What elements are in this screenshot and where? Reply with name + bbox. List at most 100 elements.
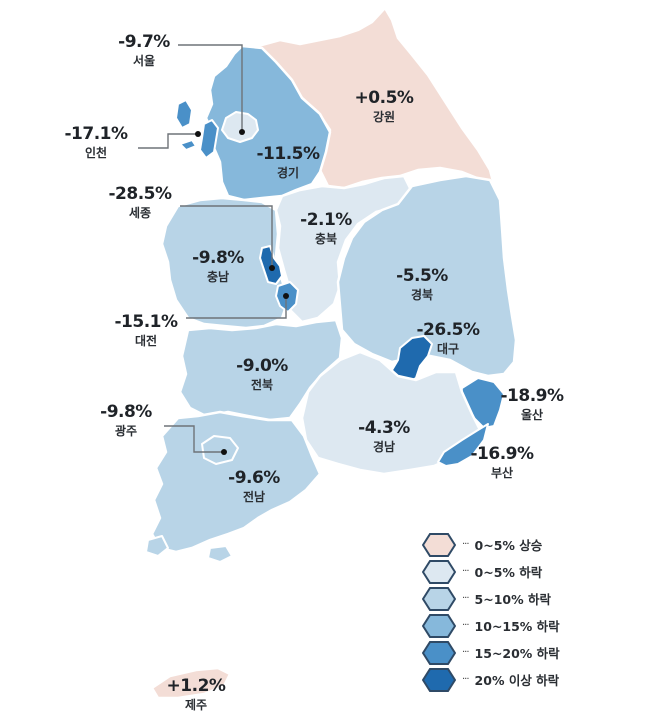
label-chungnam-name: 충남 [206,270,230,284]
region-jeju [150,666,232,700]
legend-dash: ··· [462,539,469,550]
leader-line-incheon [138,133,198,149]
label-gangwon-name: 강원 [372,110,396,124]
region-seoul [221,111,259,143]
label-chungbuk: -2.1% 충북 [300,210,352,246]
legend-item-fall-15-20: ··· 15~20% 하락 [422,639,560,666]
dot-sejong [269,265,275,271]
label-daegu: -26.5% 대구 [416,320,480,356]
label-incheon: -17.1% 인천 [64,124,128,160]
legend-label: 10~15% 하락 [474,619,560,634]
leader-line-sejong [180,205,273,268]
legend-item-fall-0-5: ··· 0~5% 하락 [422,558,560,585]
label-incheon-name: 인천 [84,146,108,160]
hexagon-swatch-icon [422,586,456,611]
label-jeju-value: +1.2% [166,676,226,696]
leader-line-gwangju [164,425,224,453]
label-incheon-value: -17.1% [64,124,128,144]
label-chungnam: -9.8% 충남 [192,248,244,284]
legend-item-fall-20-plus: ··· 20% 이상 하락 [422,666,560,693]
label-gyeongnam: -4.3% 경남 [358,418,410,454]
label-gangwon: +0.5% 강원 [354,88,414,124]
label-gyeonggi: -11.5% 경기 [256,144,320,180]
legend-dash: ··· [462,647,469,658]
label-chungnam-value: -9.8% [192,248,244,268]
dot-seoul [239,129,245,135]
label-busan-value: -16.9% [470,444,534,464]
label-ulsan: -18.9% 울산 [500,386,564,422]
label-gyeongnam-name: 경남 [372,440,396,454]
legend-dash: ··· [462,674,469,685]
region-busan [437,423,489,467]
region-chungbuk [274,174,414,324]
legend: ··· 0~5% 상승 ··· 0~5% 하락 ··· 5~10% 하락 ···… [422,531,560,693]
label-jeonbuk-value: -9.0% [236,356,288,376]
leader-line-daejeon [186,296,287,319]
label-daegu-name: 대구 [436,342,460,356]
label-jeju: +1.2% 제주 [166,676,226,712]
label-jeonnam: -9.6% 전남 [228,468,280,504]
leader-line-seoul [178,44,243,132]
label-ulsan-value: -18.9% [500,386,564,406]
label-daejeon-value: -15.1% [114,312,178,332]
label-jeju-name: 제주 [184,698,208,712]
legend-item-rise-0-5: ··· 0~5% 상승 [422,531,560,558]
legend-item-fall-10-15: ··· 10~15% 하락 [422,612,560,639]
label-gyeongbuk-value: -5.5% [396,266,448,286]
label-sejong: -28.5% 세종 [108,184,172,220]
legend-dash: ··· [462,620,469,631]
legend-label: 20% 이상 하락 [474,673,560,688]
hexagon-swatch-icon [422,532,456,557]
region-chungnam [160,196,290,330]
hexagon-swatch-icon [422,667,456,692]
region-jeonnam-island [145,535,169,557]
region-incheon-island-1 [175,99,193,129]
legend-item-fall-5-10: ··· 5~10% 하락 [422,585,560,612]
label-seoul-name: 서울 [132,54,156,68]
legend-dash: ··· [462,566,469,577]
legend-label: 5~10% 하락 [474,592,551,607]
label-seoul: -9.7% 서울 [118,32,170,68]
label-gyeongnam-value: -4.3% [358,418,410,438]
legend-label: 0~5% 상승 [474,538,543,553]
label-busan: -16.9% 부산 [470,444,534,480]
label-jeonnam-value: -9.6% [228,468,280,488]
region-incheon-island-2 [179,139,197,151]
region-gyeongbuk [336,174,518,378]
region-daegu [391,335,433,385]
region-incheon [199,119,219,159]
legend-label: 0~5% 하락 [474,565,543,580]
label-seoul-value: -9.7% [118,32,170,52]
label-ulsan-name: 울산 [520,408,544,422]
label-sejong-value: -28.5% [108,184,172,204]
label-gyeonggi-value: -11.5% [256,144,320,164]
label-jeonbuk-name: 전북 [250,378,274,392]
region-gyeonggi [204,44,332,202]
label-daegu-value: -26.5% [416,320,480,340]
label-gangwon-value: +0.5% [354,88,414,108]
label-gyeongbuk-name: 경북 [410,288,434,302]
dot-daejeon [283,293,289,299]
label-daejeon: -15.1% 대전 [114,312,178,348]
dot-gwangju [221,449,227,455]
label-gwangju-name: 광주 [114,424,138,438]
label-jeonnam-name: 전남 [242,490,266,504]
label-chungbuk-name: 충북 [314,232,338,246]
dot-incheon [195,131,201,137]
legend-dash: ··· [462,593,469,604]
label-gwangju: -9.8% 광주 [100,402,152,438]
label-gyeonggi-name: 경기 [276,166,300,180]
label-daejeon-name: 대전 [134,334,158,348]
legend-label: 15~20% 하락 [474,646,560,661]
label-busan-name: 부산 [490,466,514,480]
label-jeonbuk: -9.0% 전북 [236,356,288,392]
label-gwangju-value: -9.8% [100,402,152,422]
label-sejong-name: 세종 [128,206,152,220]
label-chungbuk-value: -2.1% [300,210,352,230]
hexagon-swatch-icon [422,559,456,584]
hexagon-swatch-icon [422,640,456,665]
hexagon-swatch-icon [422,613,456,638]
region-gwangju [201,435,239,465]
